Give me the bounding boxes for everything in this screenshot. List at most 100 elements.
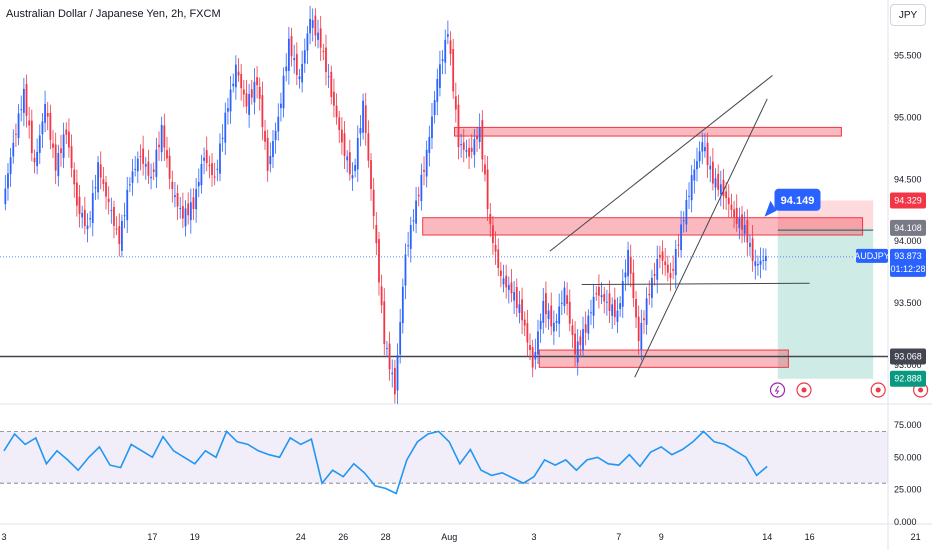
time-tick-label: 7 — [616, 532, 621, 542]
candle-body — [20, 109, 23, 111]
candle-body — [637, 316, 640, 342]
time-tick-label: 19 — [190, 532, 200, 542]
candle-body — [28, 120, 31, 126]
candle-body — [444, 39, 447, 63]
candle-body — [574, 333, 576, 355]
candle-body — [417, 194, 420, 197]
candle-body — [354, 164, 357, 172]
candle-body — [264, 130, 266, 142]
symbol-tag-bg — [856, 248, 888, 263]
candle-body — [33, 157, 36, 163]
candle-body — [221, 137, 224, 139]
candle-body — [274, 130, 277, 141]
candle-body — [44, 104, 46, 123]
candle-body — [266, 137, 269, 171]
candle-body — [160, 124, 163, 153]
candle-body — [751, 238, 754, 262]
candle-body — [68, 131, 70, 148]
candle-body — [333, 91, 335, 106]
price-tick-label: 95.500 — [894, 51, 922, 61]
event-dot-core — [918, 387, 924, 393]
currency-button[interactable]: JPY — [890, 4, 926, 26]
candle-body — [258, 86, 261, 99]
trend-line — [549, 75, 773, 252]
candle-body — [380, 286, 383, 306]
candle-body — [372, 189, 375, 216]
candle-body — [547, 310, 550, 320]
candle-body — [563, 287, 566, 307]
candle-body — [256, 77, 258, 86]
price-tick-label: 94.000 — [894, 236, 922, 246]
candle-body — [515, 286, 518, 308]
candle-body — [269, 156, 272, 165]
candle-body — [277, 116, 280, 132]
candle-body — [698, 151, 701, 162]
candle-body — [282, 75, 285, 109]
candle-body — [550, 305, 553, 327]
candle-body — [576, 341, 579, 363]
candle-body — [166, 150, 168, 159]
candle-body — [287, 38, 290, 71]
candle-body — [314, 15, 317, 36]
candle-body — [367, 133, 370, 161]
candle-body — [211, 163, 213, 176]
candle-body — [311, 20, 314, 28]
candle-body — [685, 200, 688, 225]
candle-body — [245, 93, 248, 107]
time-tick-label: 3 — [531, 532, 536, 542]
candle-body — [179, 208, 182, 210]
candle-body — [407, 245, 410, 247]
candle-body — [97, 162, 99, 193]
candle-body — [36, 151, 39, 167]
candle-body — [717, 173, 720, 190]
candle-body — [468, 147, 470, 157]
candle-body — [7, 173, 9, 189]
candle-body — [672, 268, 675, 271]
time-tick-label: Aug — [441, 532, 457, 542]
candle-body — [743, 224, 746, 234]
candle-body — [492, 225, 494, 243]
candle-body — [375, 224, 378, 244]
candle-body — [719, 184, 722, 195]
candle-body — [409, 224, 412, 249]
candle-body — [38, 135, 41, 153]
candle-body — [460, 144, 463, 146]
candle-body — [704, 147, 706, 152]
candle-body — [83, 209, 86, 227]
candle-body — [144, 164, 147, 167]
candle-body — [664, 261, 667, 266]
rsi-tick-label: 25.000 — [894, 485, 922, 495]
candle-body — [621, 281, 624, 307]
candle-body — [348, 152, 351, 175]
candle-body — [25, 83, 28, 116]
candle-body — [128, 184, 131, 186]
candle-body — [558, 306, 561, 324]
candle-body — [30, 120, 33, 154]
candle-body — [481, 120, 484, 160]
candle-body — [653, 273, 656, 276]
candle-body — [605, 301, 608, 303]
rsi-tick-label: 75.000 — [894, 420, 922, 430]
candle-body — [309, 18, 311, 34]
candle-body — [388, 343, 391, 370]
candle-body — [401, 286, 404, 324]
candle-body — [762, 259, 765, 261]
candle-body — [136, 158, 139, 172]
time-tick-label: 21 — [911, 532, 921, 542]
candle-body — [674, 248, 677, 276]
candle-body — [118, 226, 121, 245]
time-tick-label: 9 — [659, 532, 664, 542]
candle-body — [62, 134, 65, 158]
candle-body — [290, 36, 293, 57]
candle-body — [391, 372, 394, 375]
candle-body — [134, 168, 137, 170]
candle-body — [738, 218, 741, 228]
candle-body — [335, 105, 338, 118]
candle-body — [537, 331, 539, 355]
candle-body — [545, 293, 547, 315]
candle-body — [632, 272, 635, 299]
time-tick-label: 24 — [296, 532, 306, 542]
candle-body — [126, 189, 129, 221]
price-tag-label: 92.888 — [894, 374, 922, 384]
